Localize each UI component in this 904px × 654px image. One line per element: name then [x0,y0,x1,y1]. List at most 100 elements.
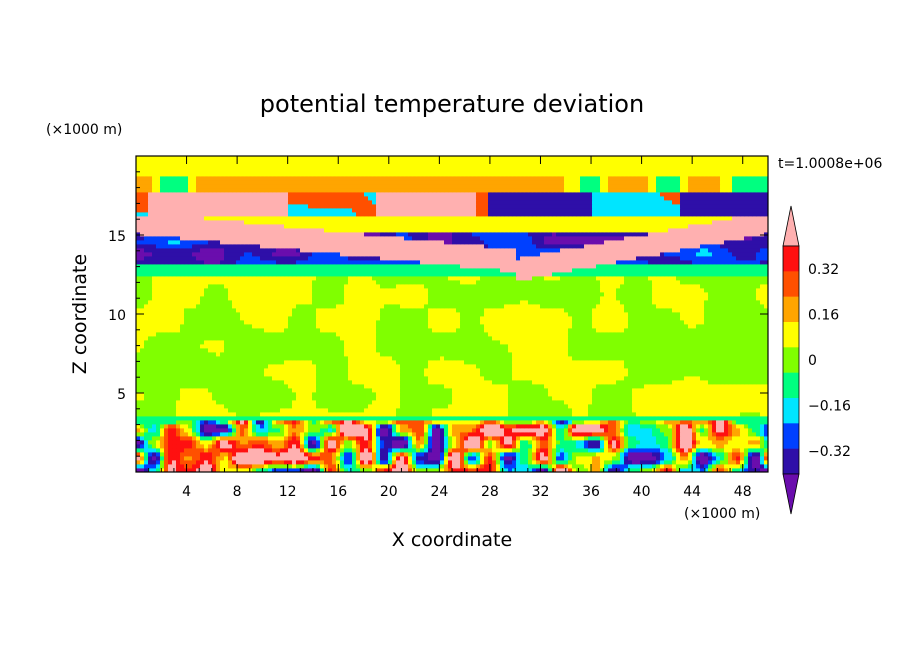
field-cell [180,416,185,421]
field-cell [228,452,233,457]
field-cell [160,388,165,393]
field-cell [612,368,617,373]
field-cell [552,352,557,357]
field-cell [576,412,581,417]
field-cell [276,428,281,433]
field-cell [144,396,149,401]
field-cell [660,428,665,433]
field-cell [712,448,717,453]
field-cell [760,424,765,429]
field-cell [596,456,601,461]
field-cell [636,352,641,357]
field-cell [404,356,409,361]
field-cell [404,344,409,349]
field-cell [220,452,225,457]
field-cell [352,460,357,465]
field-cell [552,368,557,373]
field-cell [356,424,361,429]
field-cell [660,348,665,353]
field-cell [332,356,337,361]
field-cell [500,416,505,421]
field-cell [728,464,733,469]
field-cell [564,420,569,425]
field-cell [380,452,385,457]
field-cell [616,436,621,441]
field-cell [400,392,405,397]
field-cell [584,356,589,361]
field-cell [276,372,281,377]
field-cell [140,420,145,425]
field-cell [364,400,369,405]
field-cell [372,404,377,409]
field-cell [516,436,521,441]
field-cell [560,372,565,377]
field-cell [656,392,661,397]
field-cell [268,372,273,377]
field-cell [412,396,417,401]
field-cell [592,432,597,437]
field-cell [340,356,345,361]
field-cell [592,396,597,401]
field-cell [700,412,705,417]
field-cell [436,376,441,381]
field-cell [444,356,449,361]
field-cell [232,380,237,385]
field-cell [480,428,485,433]
field-cell [616,408,621,413]
field-cell [692,384,697,389]
field-cell [600,364,605,369]
field-cell [504,460,509,465]
field-cell [172,456,177,461]
field-cell [336,416,341,421]
field-cell [544,468,549,473]
field-cell [404,464,409,469]
field-cell [448,468,453,473]
field-cell [380,460,385,465]
field-cell [480,424,485,429]
field-cell [736,380,741,385]
field-cell [268,432,273,437]
field-cell [472,456,477,461]
field-cell [496,464,501,469]
field-cell [348,420,353,425]
field-cell [212,440,217,445]
field-cell [496,460,501,465]
field-cell [368,364,373,369]
field-cell [184,452,189,457]
field-cell [372,424,377,429]
field-cell [396,436,401,441]
field-cell [404,424,409,429]
field-cell [376,436,381,441]
field-cell [216,368,221,373]
field-cell [332,360,337,365]
field-cell [600,444,605,449]
field-cell [296,356,301,361]
field-cell [424,432,429,437]
field-cell [372,444,377,449]
field-cell [684,436,689,441]
field-cell [212,348,217,353]
field-cell [260,352,265,357]
field-cell [636,400,641,405]
field-cell [664,468,669,473]
field-cell [556,468,561,473]
field-cell [484,388,489,393]
field-cell [344,448,349,453]
field-cell [348,352,353,357]
field-cell [740,396,745,401]
field-cell [568,432,573,437]
field-cell [288,380,293,385]
field-cell [652,460,657,465]
field-cell [268,352,273,357]
field-cell [208,420,213,425]
field-cell [616,360,621,365]
field-cell [540,428,545,433]
field-cell [632,368,637,373]
field-cell [540,412,545,417]
field-cell [164,448,169,453]
field-cell [156,452,161,457]
field-cell [724,376,729,381]
field-cell [136,432,141,437]
field-cell [492,424,497,429]
field-cell [600,448,605,453]
